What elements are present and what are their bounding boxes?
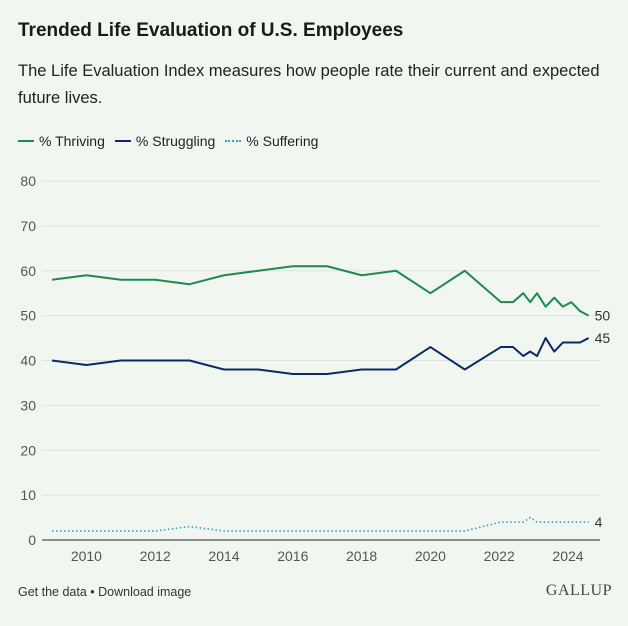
y-tick-label: 0	[28, 532, 36, 548]
legend-swatch-icon	[225, 140, 242, 142]
x-tick-label: 2022	[484, 548, 515, 564]
legend-label: % Suffering	[246, 133, 319, 149]
x-tick-label: 2018	[346, 548, 377, 564]
chart-title: Trended Life Evaluation of U.S. Employee…	[18, 20, 404, 41]
end-value-label: 4	[595, 514, 603, 530]
x-tick-label: 2010	[71, 548, 102, 564]
y-tick-label: 80	[20, 173, 36, 189]
legend-item-struggling[interactable]: % Struggling	[114, 133, 216, 149]
series-line-suffering	[52, 516, 589, 532]
y-tick-label: 40	[20, 353, 36, 369]
end-value-label: 45	[595, 330, 611, 346]
y-tick-label: 70	[20, 218, 36, 234]
footer: Get the data • Download image	[18, 585, 191, 599]
x-tick-label: 2014	[208, 548, 239, 564]
gallup-logo: GALLUP	[545, 582, 612, 599]
download-image-link[interactable]: Download image	[98, 585, 192, 599]
y-tick-label: 60	[20, 263, 36, 279]
get-data-link[interactable]: Get the data	[18, 585, 87, 599]
legend-swatch-icon	[114, 140, 131, 142]
x-tick-label: 2016	[277, 548, 308, 564]
legend-label: % Struggling	[135, 133, 216, 149]
series-line-struggling	[51, 337, 590, 375]
end-value-label: 50	[595, 308, 611, 324]
y-tick-label: 20	[20, 442, 36, 458]
y-tick-label: 50	[20, 308, 36, 324]
y-tick-label: 10	[20, 487, 36, 503]
legend-item-thriving[interactable]: % Thriving	[18, 133, 105, 149]
x-tick-label: 2020	[415, 548, 446, 564]
legend: % Thriving % Struggling % Suffering	[18, 133, 318, 149]
y-tick-label: 30	[20, 397, 36, 413]
chart-subtitle: The Life Evaluation Index measures how p…	[18, 62, 600, 107]
separator: •	[86, 585, 99, 599]
x-tick-label: 2012	[140, 548, 171, 564]
series-line-thriving	[51, 265, 590, 317]
x-tick-label: 2024	[552, 548, 583, 564]
legend-item-suffering[interactable]: % Suffering	[225, 133, 318, 149]
legend-label: % Thriving	[39, 133, 105, 149]
legend-swatch-icon	[18, 140, 34, 142]
